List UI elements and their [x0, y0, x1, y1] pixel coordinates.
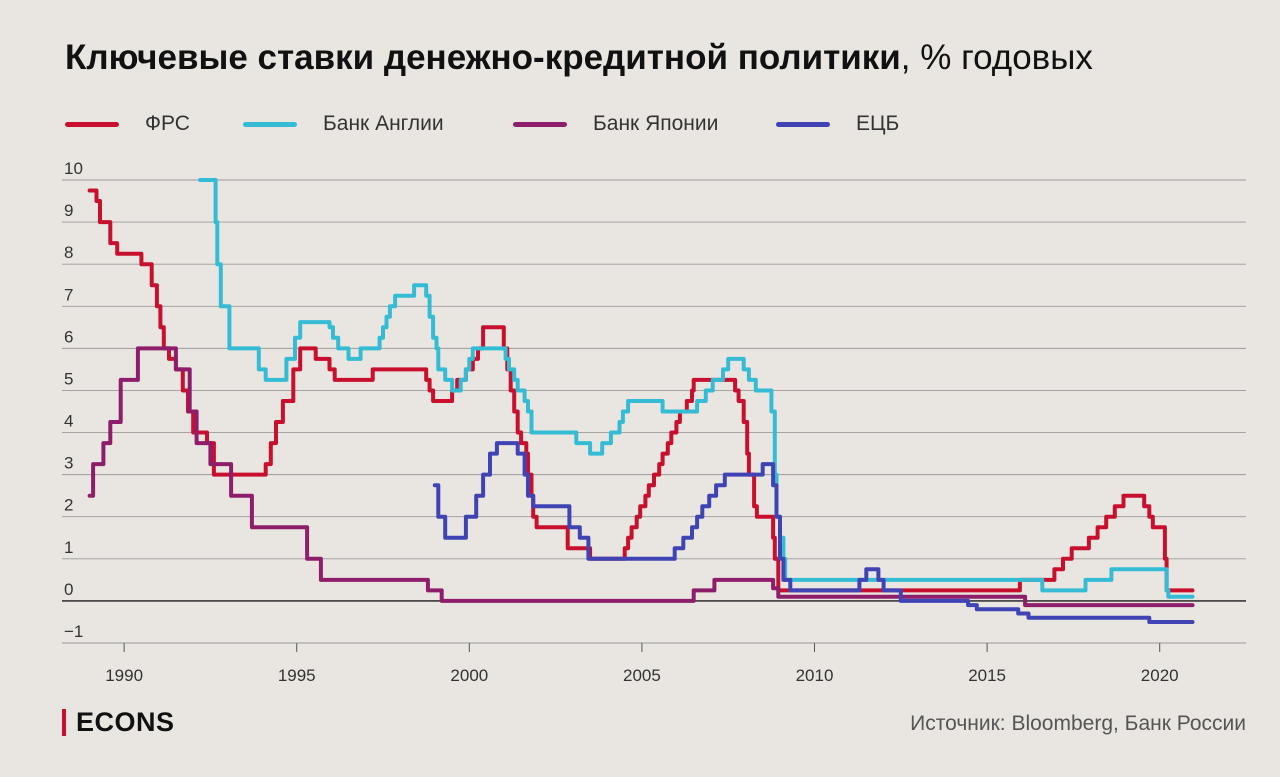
legend-swatch-boj [513, 121, 567, 127]
x-tick-label: 2015 [968, 666, 1006, 685]
brand-name: ECONS [76, 707, 175, 737]
x-tick-label: 2000 [450, 666, 488, 685]
legend-item-fed: ФРС [65, 112, 190, 136]
y-tick-label: 9 [64, 201, 73, 220]
chart-title: Ключевые ставки денежно-кредитной полити… [65, 38, 1093, 78]
y-tick-label: −1 [64, 622, 83, 641]
y-tick-label: 2 [64, 496, 73, 515]
legend-label-fed: ФРС [145, 112, 190, 135]
legend-label-ecb: ЕЦБ [856, 112, 900, 135]
legend-label-boe: Банк Англии [323, 112, 444, 135]
chart-title-main: Ключевые ставки денежно-кредитной полити… [65, 38, 901, 77]
legend-swatch-ecb [776, 121, 830, 127]
series-ecb [432, 441, 1195, 624]
legend-item-boe: Банк Англии [243, 112, 444, 136]
legend-item-ecb: ЕЦБ [776, 112, 899, 136]
y-tick-label: 1 [64, 538, 73, 557]
legend-item-boj: Банк Японии [513, 112, 718, 136]
y-tick-label: 5 [64, 369, 73, 388]
chart-legend: ФРС Банк Англии Банк Японии ЕЦБ [65, 112, 1215, 142]
y-tick-label: 6 [64, 327, 73, 346]
series-boe [198, 178, 1195, 599]
y-tick-label: 3 [64, 454, 73, 473]
legend-swatch-fed [65, 121, 119, 127]
y-tick-label: 7 [64, 285, 73, 304]
legend-label-boj: Банк Японии [593, 112, 719, 135]
chart-series [87, 178, 1195, 624]
x-tick-label: 2020 [1141, 666, 1179, 685]
series-boj [87, 346, 1195, 608]
y-tick-label: 8 [64, 243, 73, 262]
brand-logo: ECONS [62, 707, 175, 738]
x-tick-label: 2010 [796, 666, 834, 685]
x-axis-ticks: 1990 1995 2000 2005 2010 2015 2020 [105, 643, 1179, 685]
y-tick-label: 10 [64, 159, 83, 178]
source-note: Источник: Bloomberg, Банк России [910, 712, 1246, 735]
x-tick-label: 1990 [105, 666, 143, 685]
brand-accent-bar [62, 709, 66, 736]
chart-title-unit: , % годовых [900, 38, 1093, 77]
legend-swatch-boe [243, 121, 297, 127]
chart-grid [62, 179, 1246, 644]
y-tick-label: 4 [64, 412, 73, 431]
y-tick-label: 0 [64, 580, 73, 599]
x-tick-label: 2005 [623, 666, 661, 685]
x-tick-label: 1995 [278, 666, 316, 685]
